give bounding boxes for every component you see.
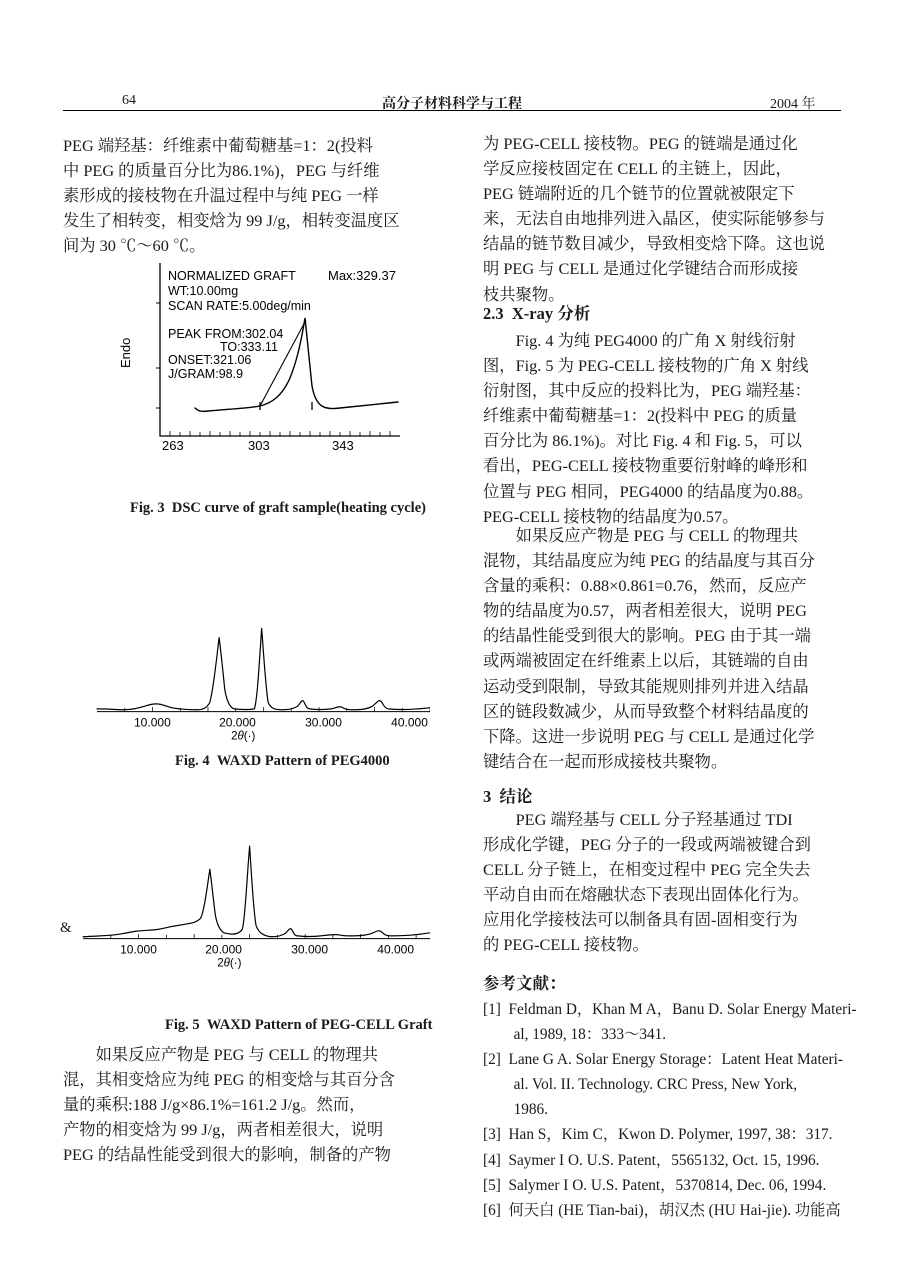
svg-text:343: 343 [332,438,354,453]
svg-text:263: 263 [162,438,184,453]
svg-text:40.000: 40.000 [377,942,414,956]
svg-text:20.000: 20.000 [219,715,256,729]
svg-text:TO:333.11: TO:333.11 [220,340,278,354]
svg-text:303: 303 [248,438,270,453]
svg-text:20.000: 20.000 [205,942,242,956]
svg-text:PEAK FROM:302.04: PEAK FROM:302.04 [168,327,283,341]
svg-text:30.000: 30.000 [305,715,342,729]
svg-text:10.000: 10.000 [120,942,157,956]
svg-text:40.000: 40.000 [391,715,428,729]
svg-text:SCAN RATE:5.00deg/min: SCAN RATE:5.00deg/min [168,299,311,313]
svg-text:10.000: 10.000 [134,715,171,729]
svg-text:30.000: 30.000 [291,942,328,956]
svg-text:WT:10.00mg: WT:10.00mg [168,284,238,298]
svg-text:2θ(·): 2θ(·) [231,730,255,742]
svg-text:J/GRAM:98.9: J/GRAM:98.9 [168,367,243,381]
svg-text:Endo: Endo [118,338,133,368]
svg-text:NORMALIZED GRAFT: NORMALIZED GRAFT [168,269,296,283]
svg-text:Max:329.37: Max:329.37 [328,268,396,283]
svg-text:2θ(·): 2θ(·) [217,957,241,969]
svg-text:ONSET:321.06: ONSET:321.06 [168,353,251,367]
